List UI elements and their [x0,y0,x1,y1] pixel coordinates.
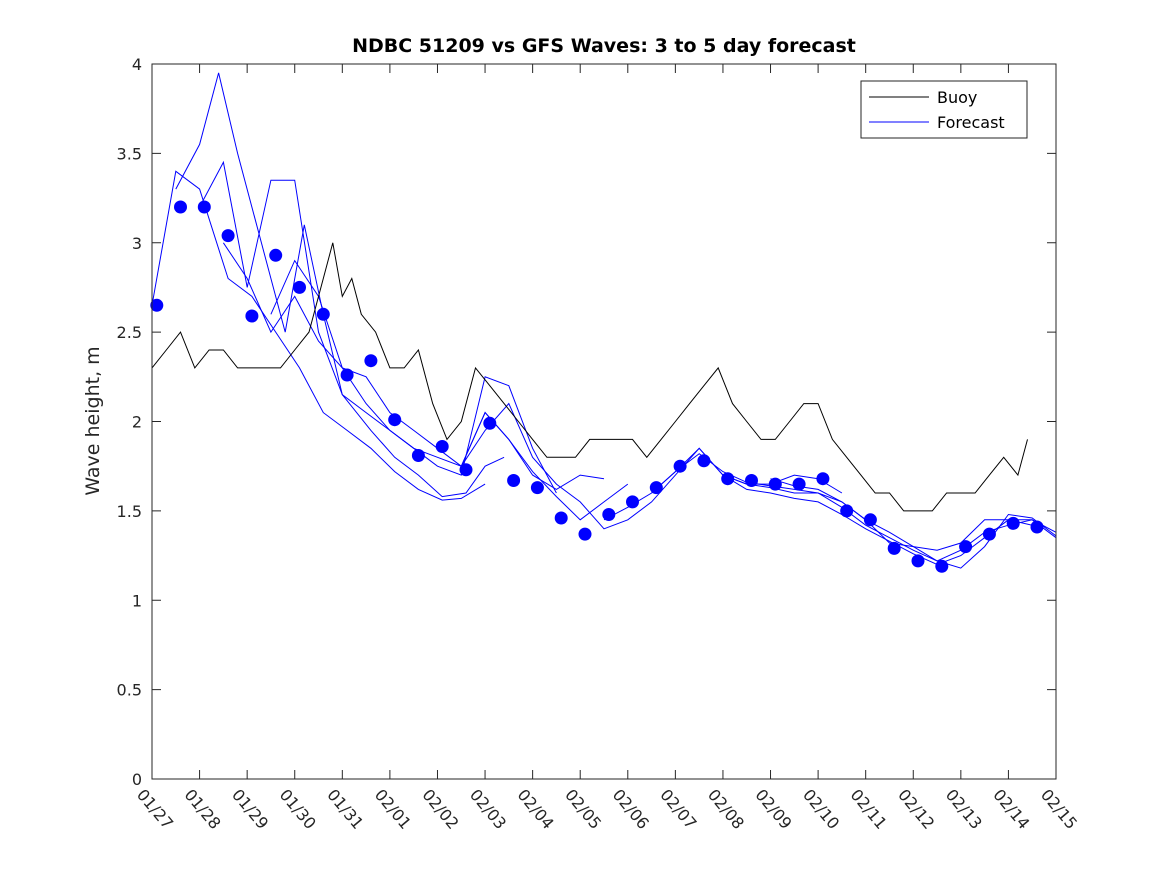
forecast-line [199,160,557,494]
forecast-marker [887,541,901,555]
forecast-marker [602,508,616,521]
x-tick-label: 02/08 [704,785,748,833]
x-tick-label: 02/12 [894,785,938,833]
legend-buoy-label: Buoy [937,88,977,107]
forecast-marker [293,280,306,294]
forecast-marker [530,481,544,495]
x-tick-label: 02/10 [799,785,843,833]
forecast-marker [221,229,235,243]
forecast-marker [507,474,521,487]
forecast-marker [626,495,639,509]
forecast-marker [364,354,378,368]
forecast-marker [1006,516,1020,530]
y-tick-label: 1.5 [117,502,142,521]
forecast-marker [768,477,782,491]
x-tick-label: 02/05 [561,785,605,833]
x-tick-label: 01/28 [181,785,225,833]
forecast-marker [792,477,806,491]
forecast-marker [483,416,497,430]
forecast-marker [245,309,259,323]
y-tick-label: 1 [132,591,142,610]
forecast-marker [982,527,996,541]
y-tick-label: 3 [132,234,142,253]
legend: Buoy Forecast [860,80,1028,139]
forecast-marker [911,554,925,568]
x-tick-label: 02/09 [751,785,795,833]
forecast-line [722,474,1033,566]
forecast-marker [150,298,164,312]
legend-box [860,80,1028,139]
forecast-marker [1030,520,1044,534]
x-tick-label: 02/03 [466,785,510,833]
forecast-line [175,72,505,498]
axes-ticks [151,63,1057,780]
forecast-marker [340,368,354,382]
plot-series [150,72,1057,573]
y-tick-label: 4 [132,55,142,74]
x-tick-label: 01/30 [276,785,320,833]
forecast-marker [816,472,830,486]
x-tick-label: 02/04 [514,785,558,833]
y-tick-label: 0.5 [117,681,142,700]
x-tick-label: 01/29 [228,785,272,833]
x-tick-label: 02/07 [656,785,700,833]
buoy-line [151,242,1028,512]
x-tick-label: 02/02 [418,785,462,833]
plot-area [152,64,1056,779]
forecast-line [770,478,1057,569]
forecast-marker [840,504,854,518]
forecast-marker [197,200,211,214]
chart-title: NDBC 51209 vs GFS Waves: 3 to 5 day fore… [352,35,856,57]
y-tick-label: 0 [132,770,142,789]
x-tick-label: 01/27 [133,785,177,833]
forecast-marker [697,454,711,468]
forecast-marker [863,513,877,527]
x-tick-label: 02/01 [371,785,415,833]
forecast-line [270,259,629,521]
x-tick-label: 01/31 [323,785,367,833]
y-tick-label: 2.5 [117,323,142,342]
forecast-marker [459,463,473,477]
y-axis-label: Wave height, m [82,346,104,495]
forecast-marker [269,248,283,262]
forecast-line [151,170,486,501]
x-tick-label: 02/11 [847,785,891,833]
y-tick-label: 3.5 [117,144,142,163]
x-tick-label: 02/13 [942,785,986,833]
y-tick-label: 2 [132,413,142,432]
forecast-marker [578,527,592,541]
forecast-marker [316,307,330,321]
x-tick-label: 02/06 [609,785,653,833]
forecast-marker [673,459,687,473]
forecast-marker [935,559,949,573]
legend-forecast-label: Forecast [937,113,1005,132]
forecast-marker [554,511,568,525]
forecast-marker [745,474,758,487]
forecast-marker [959,540,973,554]
forecast-marker [435,440,449,453]
forecast-marker [411,449,425,462]
plot-frame [151,63,1057,780]
forecast-marker [721,472,735,486]
forecast-marker [388,413,402,427]
x-tick-label: 02/15 [1037,785,1081,833]
x-tick-label: 02/14 [989,785,1033,833]
forecast-marker [649,481,663,495]
forecast-marker [174,200,187,214]
